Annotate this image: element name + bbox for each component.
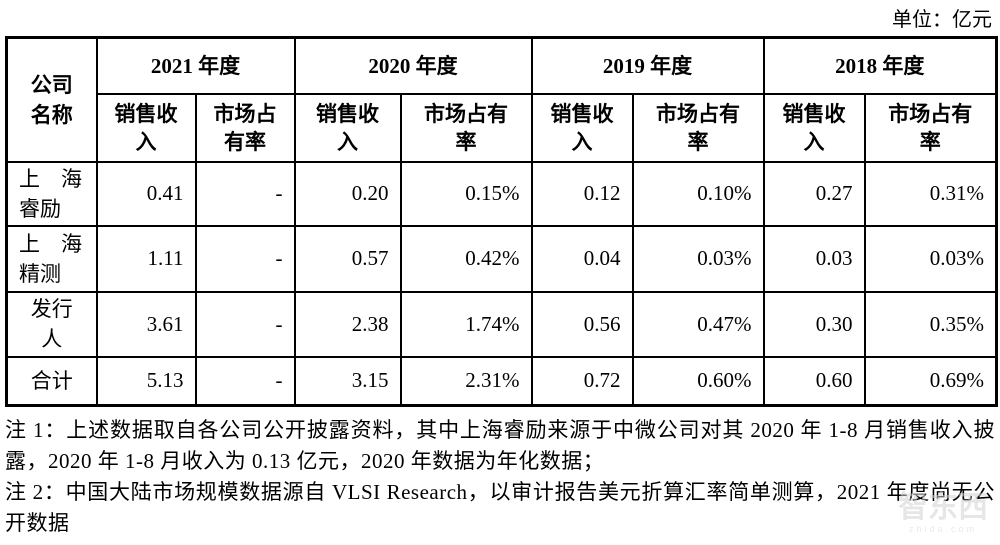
subheader-2021-revenue: 销售收 入 [95, 92, 197, 163]
value-cell: 0.12 [530, 160, 634, 227]
value-cell: - [194, 224, 296, 293]
subheader-2018-revenue: 销售收 入 [762, 92, 866, 163]
corner-header-company-name: 公司 名称 [5, 36, 98, 163]
company-name-cell: 上 海 精测 [5, 224, 98, 293]
value-cell: 0.60% [631, 355, 765, 407]
value-cell: 0.03% [863, 224, 998, 293]
value-cell: 0.69% [863, 355, 998, 407]
value-cell: 0.30 [762, 290, 866, 358]
value-cell: 0.47% [631, 290, 765, 358]
note-paragraph: 注 2：中国大陆市场规模数据源自 VLSI Research，以审计报告美元折算… [5, 480, 995, 535]
company-name-cell: 合计 [5, 355, 98, 407]
company-name-cell: 发行 人 [5, 290, 98, 358]
year-header-2018: 2018 年度 [762, 36, 998, 95]
company-name-cell: 上 海 睿励 [5, 160, 98, 227]
value-cell: - [194, 160, 296, 227]
subheader-2020-revenue: 销售收 入 [293, 92, 402, 163]
value-cell: 0.27 [762, 160, 866, 227]
market-share-table: 公司 名称 2021 年度 2020 年度 2019 年度 2018 年度 销售… [5, 36, 998, 407]
year-header-2019: 2019 年度 [530, 36, 765, 95]
value-cell: 2.38 [293, 290, 402, 358]
value-cell: 2.31% [399, 355, 533, 407]
subheader-2020-share: 市场占有 率 [399, 92, 533, 163]
value-cell: 0.56 [530, 290, 634, 358]
value-cell: 3.15 [293, 355, 402, 407]
value-cell: 0.57 [293, 224, 402, 293]
table-row: 上 海 睿励 0.41 - 0.20 0.15% 0.12 0.10% 0.27… [5, 160, 998, 227]
note-paragraph: 注 1：上述数据取自各公司公开披露资料，其中上海睿励来源于中微公司对其 2020… [5, 418, 995, 473]
year-header-2021: 2021 年度 [95, 36, 296, 95]
value-cell: 0.03% [631, 224, 765, 293]
value-cell: 1.74% [399, 290, 533, 358]
subheader-2019-share: 市场占有 率 [631, 92, 765, 163]
value-cell: 0.31% [863, 160, 998, 227]
value-cell: 0.42% [399, 224, 533, 293]
table-row: 上 海 精测 1.11 - 0.57 0.42% 0.04 0.03% 0.03… [5, 224, 998, 293]
subheader-2019-revenue: 销售收 入 [530, 92, 634, 163]
table-row: 合计 5.13 - 3.15 2.31% 0.72 0.60% 0.60 0.6… [5, 355, 998, 407]
value-cell: 0.20 [293, 160, 402, 227]
value-cell: 0.35% [863, 290, 998, 358]
subheader-2018-share: 市场占有 率 [863, 92, 998, 163]
value-cell: 1.11 [95, 224, 197, 293]
value-cell: 0.15% [399, 160, 533, 227]
value-cell: 0.03 [762, 224, 866, 293]
subheader-2021-share: 市场占 有率 [194, 92, 296, 163]
unit-label: 单位：亿元 [892, 9, 992, 31]
value-cell: 0.60 [762, 355, 866, 407]
year-header-2020: 2020 年度 [293, 36, 533, 95]
value-cell: 3.61 [95, 290, 197, 358]
table-row: 发行 人 3.61 - 2.38 1.74% 0.56 0.47% 0.30 0… [5, 290, 998, 358]
value-cell: 0.10% [631, 160, 765, 227]
value-cell: - [194, 290, 296, 358]
footnotes: 注 1：上述数据取自各公司公开披露资料，其中上海睿励来源于中微公司对其 2020… [5, 415, 995, 539]
value-cell: 5.13 [95, 355, 197, 407]
value-cell: 0.72 [530, 355, 634, 407]
value-cell: 0.04 [530, 224, 634, 293]
value-cell: - [194, 355, 296, 407]
value-cell: 0.41 [95, 160, 197, 227]
